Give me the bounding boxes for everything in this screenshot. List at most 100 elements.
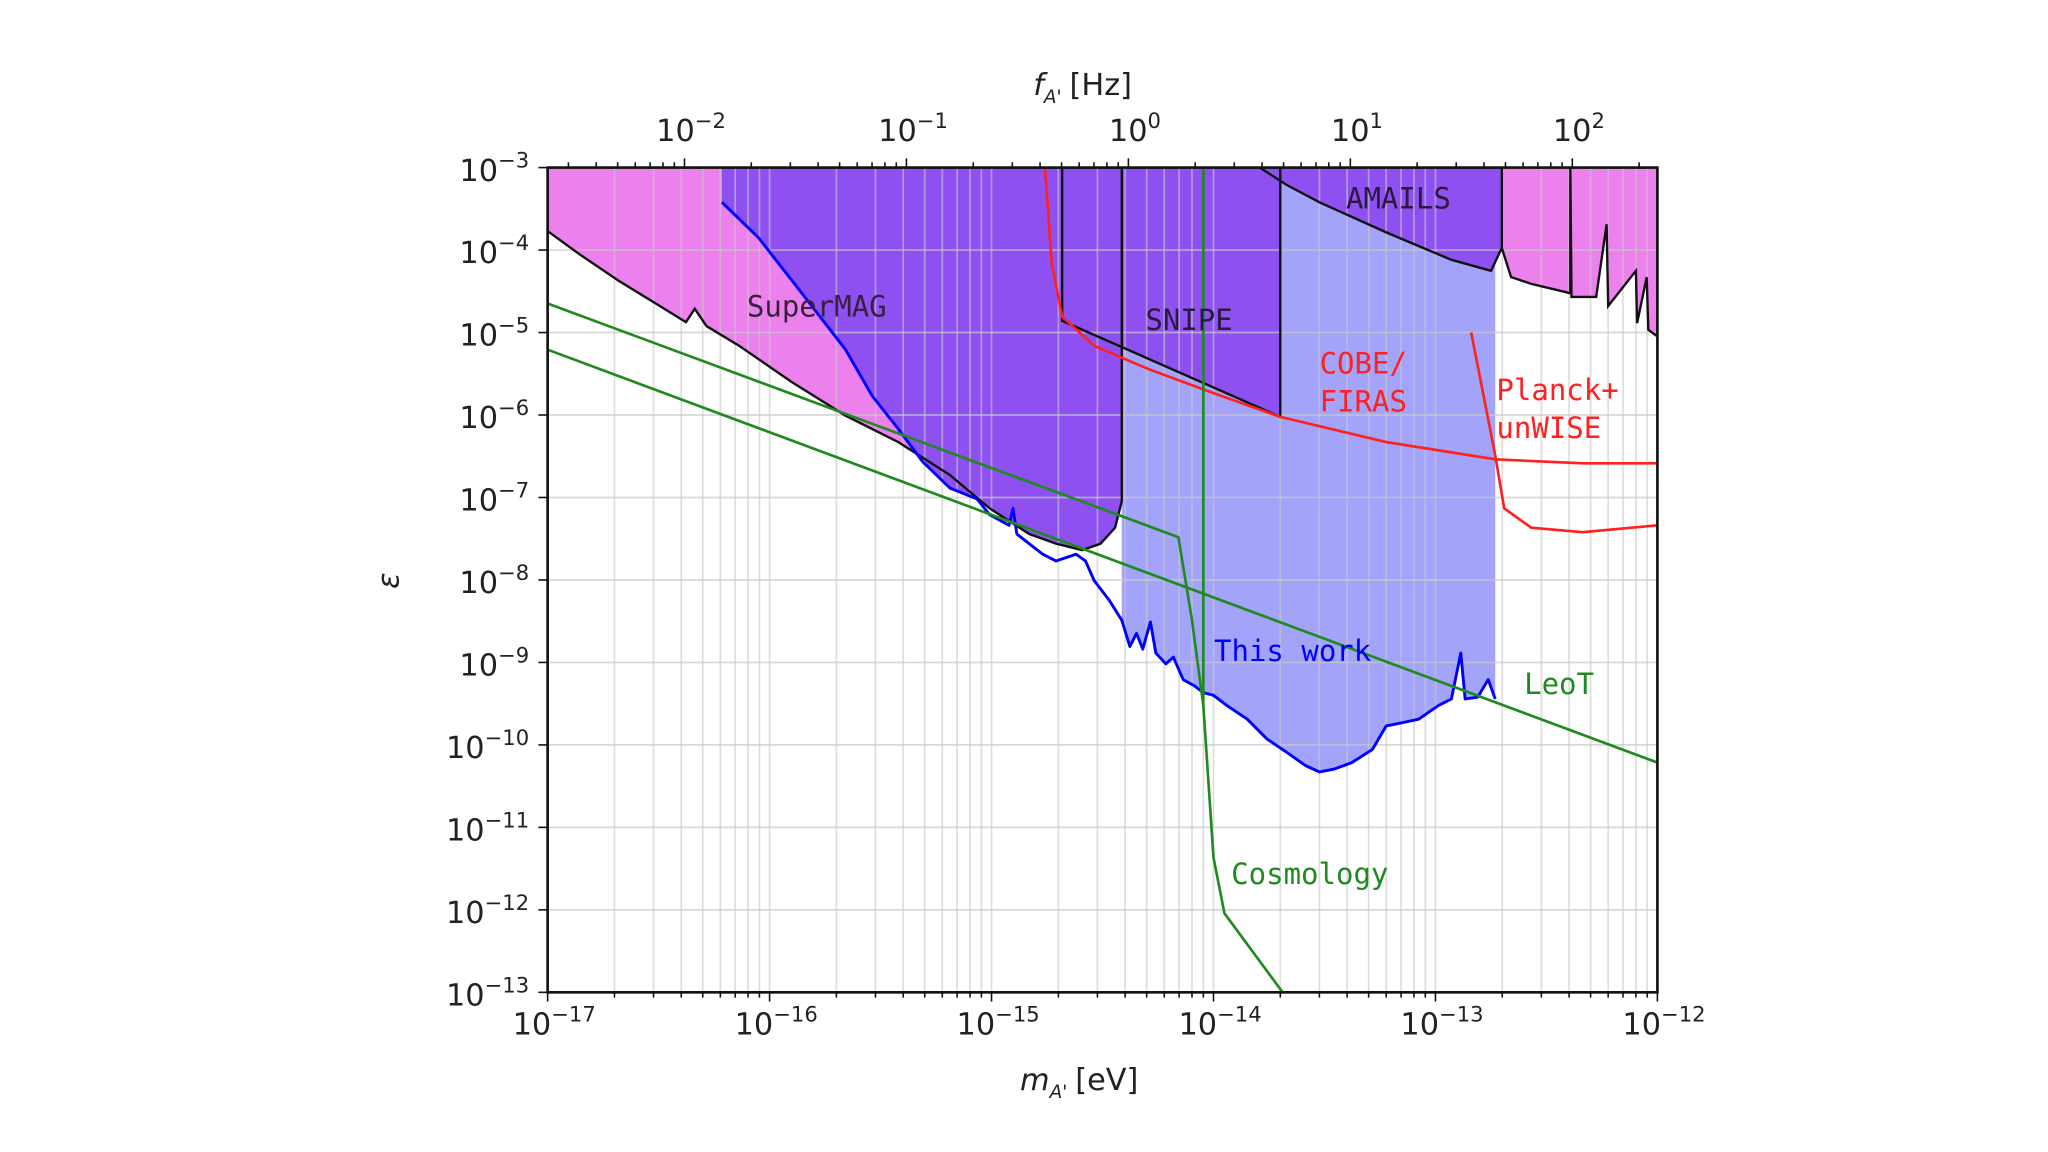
y-tick-label: 10−12 — [446, 890, 529, 931]
tick-exponent: −9 — [498, 642, 529, 667]
tick-base: 10 — [656, 114, 695, 149]
tick-base: 10 — [446, 814, 485, 849]
region-high-mass — [1501, 167, 1658, 337]
tick-base: 10 — [1109, 114, 1148, 149]
x2-tick-label: 101 — [1331, 108, 1383, 149]
tick-base: 10 — [878, 114, 917, 149]
series-this-work — [720, 201, 1497, 774]
label-amails: AMAILS — [1346, 181, 1451, 215]
x2-tick-label: 100 — [1109, 108, 1161, 149]
tick-base: 10 — [459, 154, 498, 189]
x-tick-label: 10−15 — [957, 1001, 1040, 1042]
region-snipe — [1062, 167, 1281, 417]
series-leot — [547, 348, 1658, 764]
series-planck-unwise — [1469, 332, 1658, 534]
tick-exponent: −15 — [995, 1001, 1040, 1026]
label-this-work: This work — [1214, 634, 1372, 668]
tick-base: 10 — [459, 566, 498, 601]
tick-exponent: −17 — [551, 1001, 596, 1026]
label-supermag: SuperMAG — [747, 290, 887, 324]
label-planck-2: unWISE — [1496, 411, 1601, 445]
svg-text:fA'[Hz]: fA' [Hz] — [1033, 68, 1132, 108]
x-tick-label: 10−16 — [735, 1001, 818, 1042]
exclusion-regions — [547, 167, 1658, 772]
tick-exponent: −6 — [498, 395, 529, 420]
x2-label-unit: [Hz] — [1070, 68, 1132, 103]
y-tick-label: 10−6 — [459, 395, 529, 436]
tick-exponent: −12 — [485, 890, 530, 915]
y-tick-label: 10−3 — [459, 148, 529, 189]
tick-exponent: −10 — [485, 725, 530, 750]
y-tick-label: 10−5 — [459, 313, 529, 354]
y-tick-label: 10−10 — [446, 725, 529, 766]
tick-base: 10 — [446, 896, 485, 931]
annotations: SuperMAG SNIPE AMAILS COBE/ FIRAS Planck… — [747, 181, 1619, 891]
x-axis-label: mA' [eV] — [1020, 1063, 1138, 1103]
x2-tick-label: 102 — [1553, 108, 1605, 149]
tick-exponent: −2 — [695, 108, 726, 133]
tick-base: 10 — [446, 731, 485, 766]
series-cobe-firas — [1043, 167, 1658, 465]
tick-base: 10 — [459, 319, 498, 354]
x2-label-subscript: A' — [1043, 87, 1062, 108]
y-tick-label: 10−9 — [459, 642, 529, 683]
tick-base: 10 — [459, 484, 498, 519]
grid — [546, 166, 1658, 994]
tick-exponent: −1 — [917, 108, 948, 133]
tick-exponent: −14 — [1217, 1001, 1262, 1026]
x2-tick-label: 10−2 — [656, 108, 726, 149]
tick-base: 10 — [1553, 114, 1592, 149]
tick-exponent: −8 — [498, 560, 529, 585]
x-tick-label: 10−14 — [1178, 1001, 1261, 1042]
svg-text:mA'[eV]: mA' [eV] — [1020, 1063, 1138, 1103]
constraint-lines — [546, 166, 1659, 994]
region-amails — [1259, 167, 1502, 271]
region-supermag-purple — [721, 167, 1122, 551]
label-cobe-firas-2: FIRAS — [1320, 385, 1407, 419]
tick-base: 10 — [1178, 1008, 1217, 1043]
tick-exponent: −5 — [498, 313, 529, 338]
y-axis-label: ε — [372, 572, 407, 588]
supermag-boundary — [546, 167, 1123, 552]
x-tick-label: 10−17 — [513, 1001, 596, 1042]
tick-exponent: −3 — [498, 148, 529, 173]
tick-base: 10 — [459, 649, 498, 684]
label-leot: LeoT — [1524, 667, 1594, 701]
tick-base: 10 — [1331, 114, 1370, 149]
label-planck-1: Planck+ — [1496, 373, 1618, 407]
label-cobe-firas-1: COBE/ — [1320, 346, 1407, 380]
tick-base: 10 — [735, 1008, 774, 1043]
tick-base: 10 — [446, 979, 485, 1014]
x-tick-label: 10−12 — [1622, 1001, 1705, 1042]
label-cosmology: Cosmology — [1231, 857, 1388, 891]
tick-exponent: −4 — [498, 230, 529, 255]
tick-base: 10 — [1622, 1008, 1661, 1043]
tick-exponent: −13 — [1439, 1001, 1484, 1026]
tick-exponent: −7 — [498, 477, 529, 502]
y-tick-label: 10−7 — [459, 477, 529, 518]
x-label-subscript: A' — [1049, 1082, 1068, 1103]
tick-exponent: −11 — [485, 807, 530, 832]
x-label-symbol: m — [1020, 1063, 1050, 1098]
tick-base: 10 — [513, 1008, 552, 1043]
y-tick-label: 10−4 — [459, 230, 529, 271]
tick-exponent: −12 — [1661, 1001, 1706, 1026]
tick-exponent: 2 — [1591, 108, 1604, 133]
high-mass-boundary — [1500, 167, 1659, 338]
tick-exponent: −16 — [773, 1001, 818, 1026]
label-snipe: SNIPE — [1145, 303, 1232, 337]
x-label-unit: [eV] — [1075, 1063, 1138, 1098]
x-tick-label: 10−13 — [1400, 1001, 1483, 1042]
tick-exponent: 1 — [1370, 108, 1383, 133]
x2-tick-label: 10−1 — [878, 108, 948, 149]
tick-base: 10 — [1400, 1008, 1439, 1043]
tick-exponent: 0 — [1148, 108, 1161, 133]
tick-base: 10 — [459, 401, 498, 436]
tick-exponent: −13 — [485, 972, 530, 997]
y-tick-label: 10−8 — [459, 560, 529, 601]
tick-base: 10 — [957, 1008, 996, 1043]
y-tick-label: 10−11 — [446, 807, 529, 848]
y-tick-label: 10−13 — [446, 972, 529, 1013]
